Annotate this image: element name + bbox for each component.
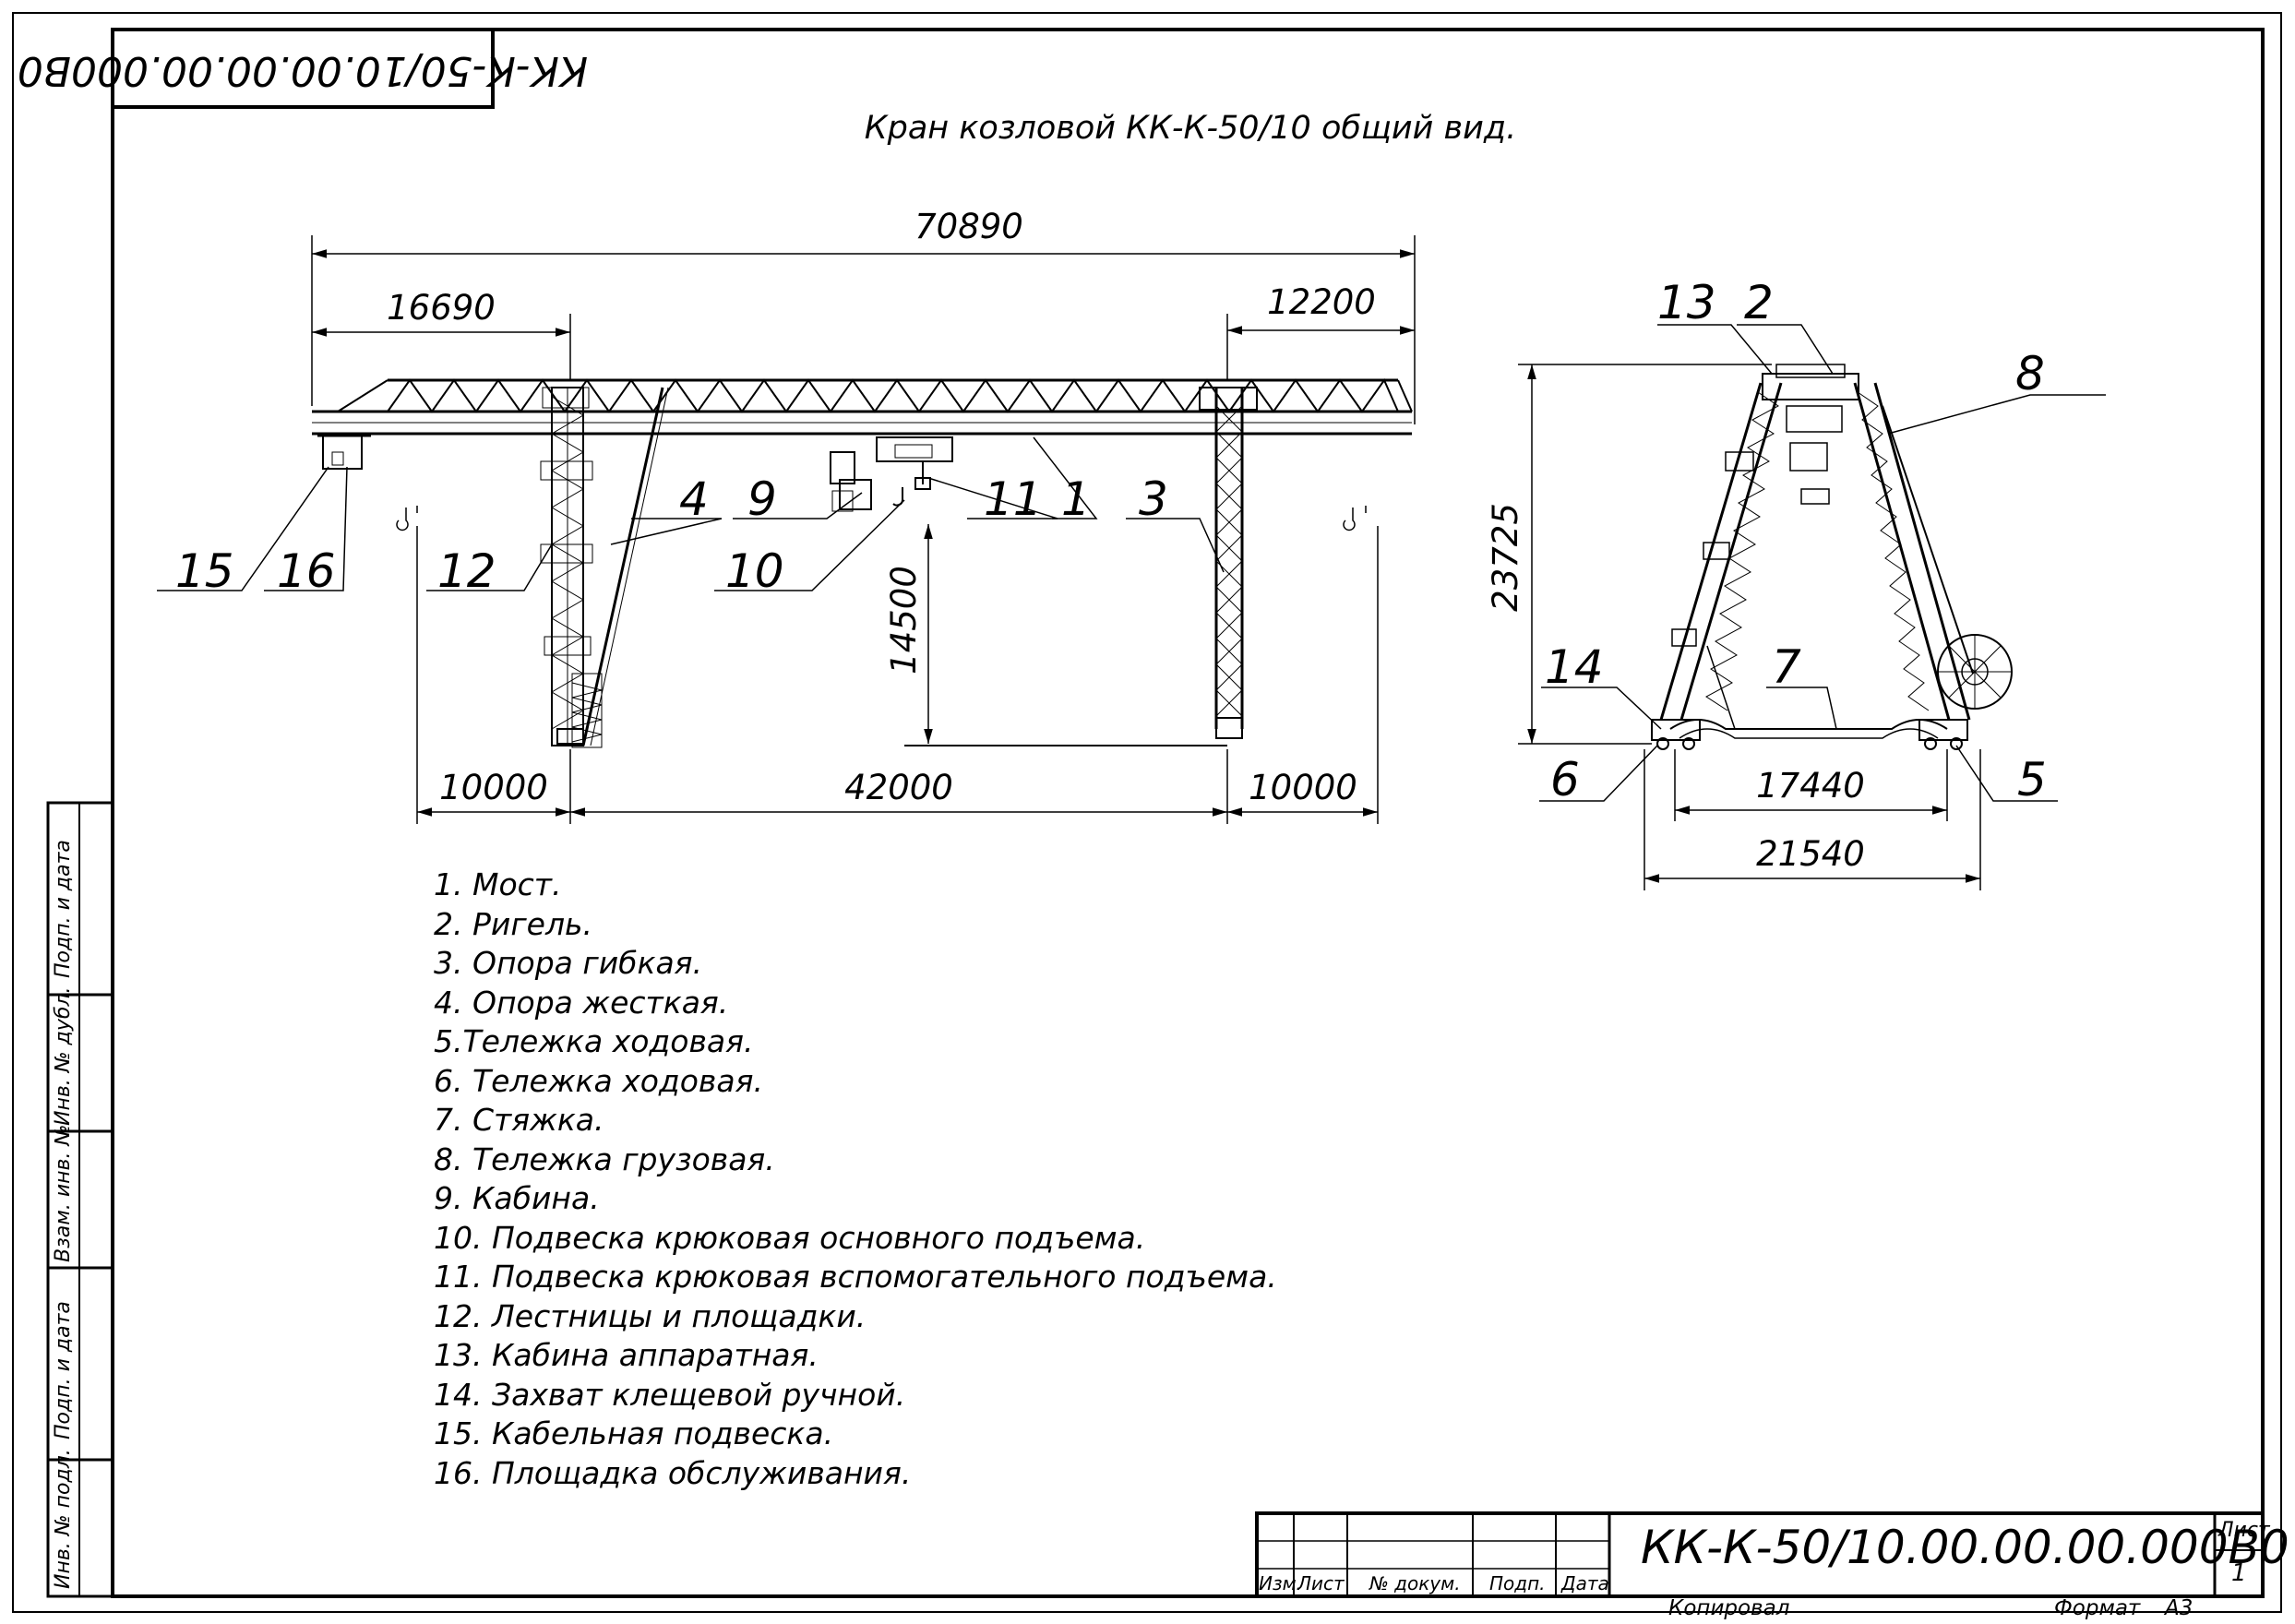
format-value: А3 <box>2165 1596 2193 1620</box>
sheet-label: Лист <box>2218 1519 2270 1542</box>
cable-platform <box>317 434 371 470</box>
callout-1: 1 <box>1061 472 1091 526</box>
tb-col-data: Дата <box>1561 1572 1609 1594</box>
callout-14: 14 <box>1545 640 1604 694</box>
callout-4: 4 <box>679 472 709 526</box>
legend-item: 3. Опора гибкая. <box>434 945 703 981</box>
dim-right-cantilever: 12200 <box>1267 282 1376 322</box>
legend-item: 6. Тележка ходовая. <box>434 1062 763 1099</box>
legend-item: 1. Мост. <box>434 866 562 902</box>
callout-12: 12 <box>437 544 496 598</box>
legend-item: 2. Ригель. <box>434 905 592 942</box>
dim-overall-length: 70890 <box>914 207 1023 246</box>
drawing-title: Кран козловой КК-К-50/10 общий вид. <box>865 110 1516 147</box>
side-leaders <box>1539 324 2106 802</box>
callout-13: 13 <box>1657 276 1716 329</box>
legend-item: 5.Тележка ходовая. <box>434 1023 754 1059</box>
legend-item: 16. Площадка обслуживания. <box>434 1454 912 1491</box>
copied-label: Копировал <box>1668 1596 1790 1620</box>
legend-item: 14. Захват клещевой ручной. <box>434 1376 906 1413</box>
front-dimensions <box>311 235 1416 824</box>
sheet-number: 1 <box>2231 1559 2247 1587</box>
side-label-podp-data-2: Подп. и дата <box>52 840 75 978</box>
tb-col-doc: № докум. <box>1369 1572 1461 1594</box>
title-block-code: КК-К-50/10.00.00.00.000В0 <box>1641 1521 2289 1574</box>
legend-item: 8. Тележка грузовая. <box>434 1140 775 1177</box>
side-label-podp-data-1: Подп. и дата <box>52 1301 75 1439</box>
legend-item: 13. Кабина аппаратная. <box>434 1337 819 1373</box>
dim-span: 42000 <box>844 768 953 807</box>
front-leaders <box>157 436 1225 591</box>
format-label: Формат <box>2054 1596 2141 1620</box>
outer-frame <box>12 12 2282 1613</box>
side-label-inv-podl: Инв. № подл. <box>52 1449 75 1589</box>
trolley-cab <box>830 436 953 512</box>
rigid-leg <box>540 387 669 748</box>
flexible-leg <box>1199 387 1258 739</box>
parts-legend: 1. Мост. 2. Ригель. 3. Опора гибкая. 4. … <box>434 866 1277 1493</box>
side-view <box>1651 364 2013 750</box>
title-block-grid <box>1255 1511 2265 1598</box>
side-dimensions <box>1518 364 1981 890</box>
callout-2: 2 <box>1744 276 1774 329</box>
callout-3: 3 <box>1139 472 1168 526</box>
legend-item: 7. Стяжка. <box>434 1102 604 1138</box>
legend-item: 10. Подвеска крюковая основного подъема. <box>434 1219 1146 1256</box>
legend-item: 12. Лестницы и площадки. <box>434 1297 867 1334</box>
bridge-truss <box>312 377 1413 436</box>
callout-5: 5 <box>2017 753 2047 806</box>
callout-6: 6 <box>1550 753 1580 806</box>
callout-8: 8 <box>2015 347 2045 400</box>
stamp-box <box>111 28 495 109</box>
callout-10: 10 <box>725 544 784 598</box>
tb-col-podp: Подп. <box>1489 1572 1546 1594</box>
tb-col-list: Лист <box>1297 1572 1345 1594</box>
dim-left-cantilever: 16690 <box>387 288 496 328</box>
legend-item: 15. Кабельная подвеска. <box>434 1415 834 1451</box>
tb-col-izm: Изм. <box>1259 1572 1303 1594</box>
callout-11: 11 <box>984 472 1043 526</box>
front-view <box>312 377 1413 748</box>
legend-item: 11. Подвеска крюковая вспомогательного п… <box>434 1259 1277 1295</box>
callout-9: 9 <box>747 472 777 526</box>
dim-right-track: 10000 <box>1249 768 1357 807</box>
side-label-inv-dubl: Инв. № дубл. <box>52 986 75 1126</box>
legend-item: 4. Опора жесткая. <box>434 984 729 1021</box>
dim-left-track: 10000 <box>439 768 548 807</box>
rail-hooks <box>396 506 1367 531</box>
stamp-code: КК-К-50/10.00.00.00.000В0 <box>18 47 588 94</box>
legend-item: 9. Кабина. <box>434 1180 600 1216</box>
callout-7: 7 <box>1772 640 1801 694</box>
side-strip <box>46 801 114 1598</box>
dim-hook-height: 14500 <box>884 566 924 675</box>
dim-outer-gauge: 21540 <box>1756 834 1865 874</box>
side-label-vzam-inv: Взам. инв. № <box>52 1124 75 1262</box>
dim-inner-gauge: 17440 <box>1756 766 1865 806</box>
callout-15: 15 <box>175 544 234 598</box>
callout-16: 16 <box>277 544 336 598</box>
dim-total-height: 23725 <box>1486 503 1525 612</box>
